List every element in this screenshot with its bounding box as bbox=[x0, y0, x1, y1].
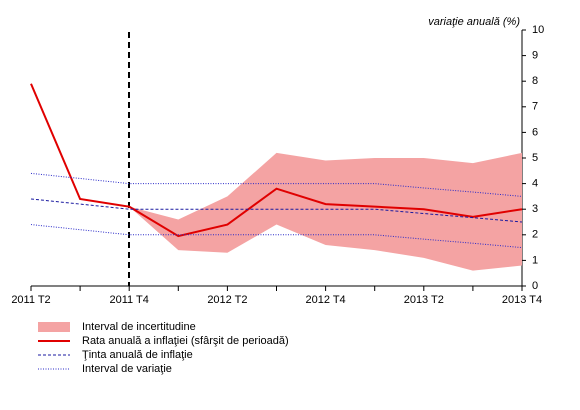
inflation-line bbox=[30, 83, 523, 238]
y-tick-label: 0 bbox=[532, 280, 538, 292]
y-tick-label: 2 bbox=[532, 229, 538, 241]
y-tick-label: 9 bbox=[532, 50, 538, 62]
y-axis-label: variaţie anuală (%) bbox=[428, 16, 520, 28]
x-tick-label: 2012 T4 bbox=[306, 294, 346, 306]
x-tick-label: 2013 T2 bbox=[404, 294, 444, 306]
legend-swatch bbox=[38, 322, 70, 332]
y-tick-label: 6 bbox=[532, 126, 538, 138]
y-tick-label: 7 bbox=[532, 101, 538, 113]
y-tick-label: 10 bbox=[532, 24, 544, 36]
x-tick-label: 2011 T2 bbox=[11, 294, 50, 306]
y-tick-label: 1 bbox=[532, 254, 538, 266]
legend-label: Interval de variaţie bbox=[82, 363, 172, 375]
x-tick-label: 2011 T4 bbox=[110, 294, 149, 306]
y-tick-label: 5 bbox=[532, 152, 538, 164]
y-tick-label: 8 bbox=[532, 75, 538, 87]
x-tick-label: 2013 T4 bbox=[502, 294, 542, 306]
legend-label: Ţinta anuală de inflaţie bbox=[82, 349, 193, 361]
y-tick-label: 3 bbox=[532, 203, 538, 215]
legend-label: Interval de incertitudine bbox=[82, 321, 196, 333]
uncertainty-band bbox=[129, 152, 522, 271]
target-line bbox=[30, 198, 523, 223]
x-tick-label: 2012 T2 bbox=[207, 294, 247, 306]
y-tick-label: 4 bbox=[532, 178, 538, 190]
legend-label: Rata anuală a inflaţiei (sfârşit de peri… bbox=[82, 335, 289, 347]
